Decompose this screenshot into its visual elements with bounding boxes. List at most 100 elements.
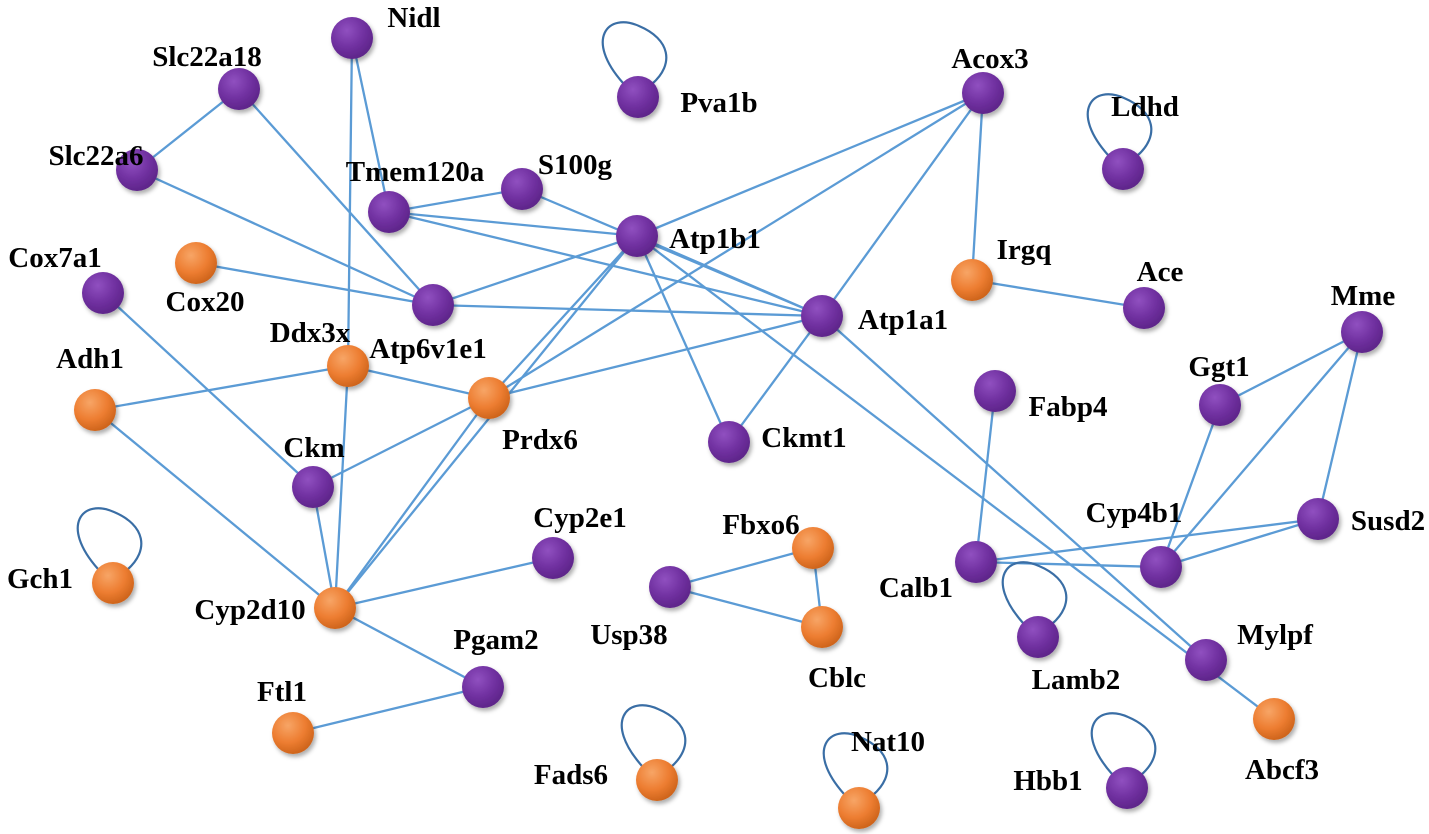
node-Slc22a18[interactable]	[218, 68, 260, 110]
edge-Cox7a1-Ckm	[101, 291, 315, 489]
node-label-Ddx3x: Ddx3x	[270, 317, 351, 349]
node-Abcf3[interactable]	[1253, 698, 1295, 740]
node-label-Adh1: Adh1	[56, 343, 124, 375]
edge-Acox3-Prdx6	[487, 91, 985, 400]
node-Usp38[interactable]	[649, 566, 691, 608]
node-Cyp4b1[interactable]	[1140, 546, 1182, 588]
node-label-Abcf3: Abcf3	[1245, 754, 1319, 786]
node-label-Atp1a1: Atp1a1	[858, 304, 948, 336]
edge-Cyp4b1-Ggt1	[1159, 403, 1222, 569]
node-Atp1a1[interactable]	[801, 295, 843, 337]
node-Pgam2[interactable]	[462, 666, 504, 708]
node-Cyp2e1[interactable]	[532, 537, 574, 579]
edge-Atp1a1-Ckmt1	[727, 314, 824, 444]
node-label-Cox20: Cox20	[166, 286, 245, 318]
edge-Susd2-Mme	[1316, 330, 1364, 521]
self-loop-Fads6	[620, 704, 687, 768]
node-Ckmt1[interactable]	[708, 421, 750, 463]
node-Lamb2[interactable]	[1017, 616, 1059, 658]
node-Tmem120a[interactable]	[368, 191, 410, 233]
node-label-Fads6: Fads6	[534, 759, 608, 791]
edge-Ddx3x-Prdx6	[346, 364, 491, 400]
self-loop-Pva1b	[601, 21, 668, 85]
node-label-Nidl: Nidl	[387, 2, 440, 34]
node-Fads6[interactable]	[636, 759, 678, 801]
edge-Slc22a18-Atp6v1e1	[237, 87, 435, 307]
node-label-Cyp4b1: Cyp4b1	[1086, 497, 1183, 529]
edge-Tmem120a-Atp1b1	[387, 210, 639, 238]
node-Mme[interactable]	[1341, 311, 1383, 353]
node-label-Ckm: Ckm	[283, 432, 344, 464]
node-label-Mme: Mme	[1331, 280, 1396, 312]
node-Adh1[interactable]	[74, 389, 116, 431]
node-Ckm[interactable]	[292, 466, 334, 508]
node-Ace[interactable]	[1123, 287, 1165, 329]
node-Nidl[interactable]	[331, 17, 373, 59]
edge-Atp1a1-Prdx6	[487, 314, 824, 400]
node-Ddx3x[interactable]	[327, 345, 369, 387]
edge-Slc22a18-Slc22a6	[135, 87, 241, 172]
node-label-Atp6v1e1: Atp6v1e1	[369, 333, 487, 365]
node-label-Cyp2d10: Cyp2d10	[194, 594, 305, 626]
node-Atp6v1e1[interactable]	[412, 284, 454, 326]
node-Prdx6[interactable]	[468, 377, 510, 419]
node-Mylpf[interactable]	[1185, 639, 1227, 681]
node-label-Ckmt1: Ckmt1	[761, 422, 846, 454]
node-Ldhd[interactable]	[1102, 148, 1144, 190]
node-Ggt1[interactable]	[1199, 384, 1241, 426]
node-Pva1b[interactable]	[617, 76, 659, 118]
node-Fabp4[interactable]	[974, 370, 1016, 412]
node-Hbb1[interactable]	[1106, 767, 1148, 809]
edge-Calb1-Cyp4b1	[974, 560, 1163, 569]
edge-Cyp2d10-Pgam2	[333, 606, 485, 689]
node-label-Acox3: Acox3	[951, 43, 1028, 75]
node-label-Pgam2: Pgam2	[453, 624, 538, 656]
node-label-Irgq: Irgq	[997, 234, 1052, 266]
self-loop-Nat10	[822, 732, 889, 796]
edge-Atp1b1-Prdx6	[487, 234, 639, 400]
node-Cox7a1[interactable]	[82, 272, 124, 314]
node-label-Atp1b1: Atp1b1	[669, 223, 761, 255]
edge-Atp6v1e1-Atp1a1	[431, 303, 824, 318]
node-Cox20[interactable]	[175, 242, 217, 284]
edge-Cyp4b1-Susd2	[1159, 517, 1320, 569]
node-label-Mylpf: Mylpf	[1237, 619, 1313, 651]
node-label-Lamb2: Lamb2	[1032, 664, 1121, 696]
edge-Acox3-Irgq	[970, 91, 985, 282]
node-Ftl1[interactable]	[272, 712, 314, 754]
edge-Ddx3x-Cyp2d10	[333, 364, 350, 610]
node-Gch1[interactable]	[92, 562, 134, 604]
edge-Ftl1-Pgam2	[291, 685, 485, 735]
node-Cblc[interactable]	[801, 606, 843, 648]
node-label-Usp38: Usp38	[590, 619, 667, 651]
node-label-Pva1b: Pva1b	[680, 87, 757, 119]
edge-Atp6v1e1-Atp1b1	[431, 234, 639, 307]
node-label-Ldhd: Ldhd	[1111, 91, 1179, 123]
edge-Fabp4-Calb1	[974, 389, 997, 564]
edge-layer	[93, 36, 1364, 735]
node-Nat10[interactable]	[838, 787, 880, 829]
node-Cyp2d10[interactable]	[314, 587, 356, 629]
node-S100g[interactable]	[501, 168, 543, 210]
node-Fbxo6[interactable]	[792, 527, 834, 569]
edge-Ggt1-Mme	[1218, 330, 1364, 407]
self-loop-layer	[76, 21, 1157, 796]
node-Irgq[interactable]	[951, 259, 993, 301]
edge-Usp38-Fbxo6	[668, 546, 815, 589]
node-label-Gch1: Gch1	[7, 563, 73, 595]
node-Calb1[interactable]	[955, 541, 997, 583]
edge-Slc22a6-Atp6v1e1	[135, 168, 435, 307]
node-label-Slc22a18: Slc22a18	[152, 41, 262, 73]
node-Atp1b1[interactable]	[616, 215, 658, 257]
node-label-Fabp4: Fabp4	[1029, 391, 1108, 423]
node-label-S100g: S100g	[538, 149, 613, 181]
node-Susd2[interactable]	[1297, 498, 1339, 540]
node-Slc22a6[interactable]	[116, 149, 158, 191]
label-layer: Nidl Slc22a18 Slc22a6 Tmem120a S100g Pva1b Aco…	[7, 2, 1425, 797]
edge-Nidl-Tmem120a	[350, 36, 391, 214]
node-label-Tmem120a: Tmem120a	[346, 156, 485, 188]
node-Acox3[interactable]	[962, 72, 1004, 114]
edge-Adh1-Cyp2d10	[93, 408, 337, 610]
edge-Nidl-Ddx3x	[346, 36, 354, 368]
